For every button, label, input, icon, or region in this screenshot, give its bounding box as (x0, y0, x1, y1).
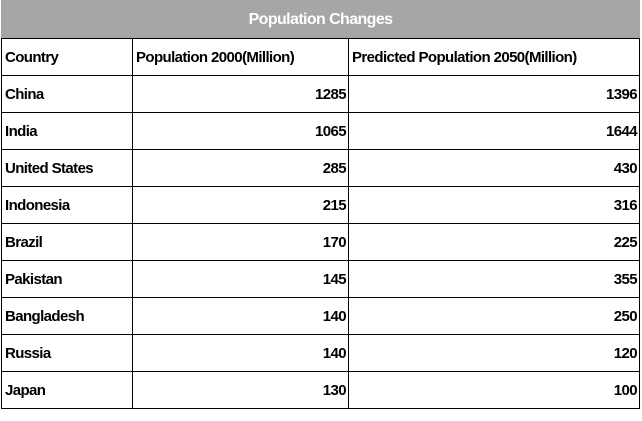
table-row: Indonesia 215 316 (1, 186, 641, 224)
column-header-country: Country (1, 38, 133, 76)
table-title: Population Changes (0, 0, 641, 39)
population-2000-cell: 140 (132, 297, 349, 335)
table-row: Japan 130 100 (1, 371, 641, 409)
population-2000-cell: 215 (132, 186, 349, 224)
population-2050-cell: 120 (347, 334, 641, 372)
population-2050-cell: 1644 (347, 112, 641, 150)
population-2050-cell: 316 (347, 186, 641, 224)
country-cell: China (1, 75, 133, 113)
population-2000-cell: 285 (132, 149, 349, 187)
population-2000-cell: 130 (132, 371, 349, 409)
country-cell: Pakistan (1, 260, 133, 298)
population-table: Population Changes Country Population 20… (0, 0, 641, 409)
country-cell: Japan (1, 371, 133, 409)
column-header-population-2050: Predicted Population 2050(Million) (347, 38, 641, 76)
table-row: United States 285 430 (1, 149, 641, 187)
population-2000-cell: 145 (132, 260, 349, 298)
table-row: Bangladesh 140 250 (1, 297, 641, 335)
table-row: India 1065 1644 (1, 112, 641, 150)
population-2050-cell: 225 (347, 223, 641, 261)
country-cell: United States (1, 149, 133, 187)
population-2000-cell: 1065 (132, 112, 349, 150)
country-cell: India (1, 112, 133, 150)
column-header-population-2000: Population 2000(Million) (132, 38, 349, 76)
title-row: Population Changes (0, 0, 641, 39)
population-2050-cell: 250 (347, 297, 641, 335)
population-2050-cell: 430 (347, 149, 641, 187)
country-cell: Indonesia (1, 186, 133, 224)
population-2000-cell: 1285 (132, 75, 349, 113)
table-row: Pakistan 145 355 (1, 260, 641, 298)
country-cell: Brazil (1, 223, 133, 261)
table-row: Brazil 170 225 (1, 223, 641, 261)
table-row: China 1285 1396 (1, 75, 641, 113)
population-2050-cell: 355 (347, 260, 641, 298)
country-cell: Bangladesh (1, 297, 133, 335)
population-2050-cell: 1396 (347, 75, 641, 113)
population-2000-cell: 140 (132, 334, 349, 372)
population-2000-cell: 170 (132, 223, 349, 261)
table-row: Russia 140 120 (1, 334, 641, 372)
population-2050-cell: 100 (347, 371, 641, 409)
header-row: Country Population 2000(Million) Predict… (1, 38, 641, 76)
country-cell: Russia (1, 334, 133, 372)
